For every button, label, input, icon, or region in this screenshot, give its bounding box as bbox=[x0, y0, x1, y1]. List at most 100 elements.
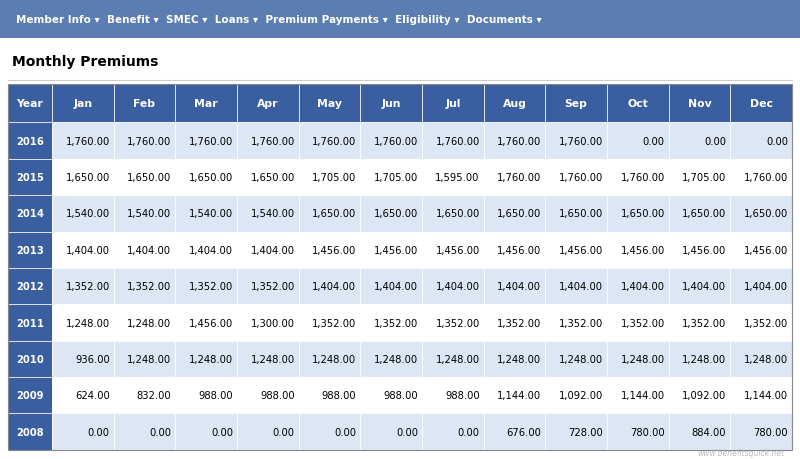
FancyBboxPatch shape bbox=[0, 39, 800, 459]
FancyBboxPatch shape bbox=[175, 341, 237, 377]
FancyBboxPatch shape bbox=[175, 85, 237, 123]
Text: 1,760.00: 1,760.00 bbox=[744, 173, 788, 183]
FancyBboxPatch shape bbox=[8, 123, 52, 160]
FancyBboxPatch shape bbox=[546, 232, 607, 269]
Text: 1,456.00: 1,456.00 bbox=[189, 318, 233, 328]
FancyBboxPatch shape bbox=[52, 160, 114, 196]
Text: 1,456.00: 1,456.00 bbox=[558, 245, 603, 255]
FancyBboxPatch shape bbox=[175, 377, 237, 414]
FancyBboxPatch shape bbox=[669, 341, 730, 377]
Text: 936.00: 936.00 bbox=[75, 354, 110, 364]
Text: 1,760.00: 1,760.00 bbox=[497, 173, 542, 183]
Text: 1,352.00: 1,352.00 bbox=[682, 318, 726, 328]
Text: 1,248.00: 1,248.00 bbox=[744, 354, 788, 364]
Text: 1,540.00: 1,540.00 bbox=[189, 209, 233, 219]
Text: 1,540.00: 1,540.00 bbox=[66, 209, 110, 219]
FancyBboxPatch shape bbox=[360, 196, 422, 232]
FancyBboxPatch shape bbox=[298, 85, 360, 123]
FancyBboxPatch shape bbox=[360, 123, 422, 160]
FancyBboxPatch shape bbox=[8, 269, 52, 305]
Text: 988.00: 988.00 bbox=[198, 391, 233, 400]
Text: 1,404.00: 1,404.00 bbox=[66, 245, 110, 255]
Text: 1,404.00: 1,404.00 bbox=[312, 281, 356, 291]
FancyBboxPatch shape bbox=[730, 85, 792, 123]
Text: 1,650.00: 1,650.00 bbox=[189, 173, 233, 183]
FancyBboxPatch shape bbox=[422, 160, 484, 196]
FancyBboxPatch shape bbox=[484, 377, 546, 414]
Text: 1,404.00: 1,404.00 bbox=[374, 281, 418, 291]
Text: 1,404.00: 1,404.00 bbox=[436, 281, 480, 291]
Text: 1,760.00: 1,760.00 bbox=[435, 136, 480, 146]
Text: 1,456.00: 1,456.00 bbox=[435, 245, 480, 255]
FancyBboxPatch shape bbox=[298, 123, 360, 160]
FancyBboxPatch shape bbox=[8, 305, 52, 341]
FancyBboxPatch shape bbox=[298, 414, 360, 450]
FancyBboxPatch shape bbox=[298, 160, 360, 196]
FancyBboxPatch shape bbox=[422, 414, 484, 450]
FancyBboxPatch shape bbox=[546, 123, 607, 160]
Text: 1,760.00: 1,760.00 bbox=[558, 173, 603, 183]
Text: Jan: Jan bbox=[74, 99, 92, 109]
Text: 1,404.00: 1,404.00 bbox=[189, 245, 233, 255]
Text: Nov: Nov bbox=[688, 99, 711, 109]
Text: 1,650.00: 1,650.00 bbox=[497, 209, 542, 219]
FancyBboxPatch shape bbox=[360, 85, 422, 123]
Text: 884.00: 884.00 bbox=[692, 427, 726, 437]
FancyBboxPatch shape bbox=[422, 341, 484, 377]
Text: Feb: Feb bbox=[134, 99, 155, 109]
FancyBboxPatch shape bbox=[669, 269, 730, 305]
Text: 1,352.00: 1,352.00 bbox=[127, 281, 171, 291]
FancyBboxPatch shape bbox=[730, 160, 792, 196]
FancyBboxPatch shape bbox=[484, 269, 546, 305]
FancyBboxPatch shape bbox=[360, 269, 422, 305]
Text: 1,456.00: 1,456.00 bbox=[682, 245, 726, 255]
Text: 0.00: 0.00 bbox=[396, 427, 418, 437]
FancyBboxPatch shape bbox=[730, 123, 792, 160]
Text: 1,540.00: 1,540.00 bbox=[127, 209, 171, 219]
Text: 1,705.00: 1,705.00 bbox=[374, 173, 418, 183]
Text: 1,650.00: 1,650.00 bbox=[558, 209, 603, 219]
FancyBboxPatch shape bbox=[298, 196, 360, 232]
FancyBboxPatch shape bbox=[360, 232, 422, 269]
FancyBboxPatch shape bbox=[52, 414, 114, 450]
Text: 1,650.00: 1,650.00 bbox=[312, 209, 356, 219]
Text: 2015: 2015 bbox=[16, 173, 44, 183]
FancyBboxPatch shape bbox=[422, 377, 484, 414]
Text: 0.00: 0.00 bbox=[273, 427, 294, 437]
FancyBboxPatch shape bbox=[298, 269, 360, 305]
FancyBboxPatch shape bbox=[730, 414, 792, 450]
FancyBboxPatch shape bbox=[8, 414, 52, 450]
FancyBboxPatch shape bbox=[484, 341, 546, 377]
Text: 1,248.00: 1,248.00 bbox=[435, 354, 480, 364]
Text: Year: Year bbox=[17, 99, 43, 109]
Text: 0.00: 0.00 bbox=[704, 136, 726, 146]
Text: 1,352.00: 1,352.00 bbox=[189, 281, 233, 291]
Text: 988.00: 988.00 bbox=[260, 391, 294, 400]
FancyBboxPatch shape bbox=[669, 196, 730, 232]
FancyBboxPatch shape bbox=[298, 377, 360, 414]
FancyBboxPatch shape bbox=[8, 232, 52, 269]
Text: Jun: Jun bbox=[382, 99, 401, 109]
FancyBboxPatch shape bbox=[298, 341, 360, 377]
Text: 988.00: 988.00 bbox=[383, 391, 418, 400]
FancyBboxPatch shape bbox=[298, 305, 360, 341]
FancyBboxPatch shape bbox=[175, 160, 237, 196]
Text: 1,248.00: 1,248.00 bbox=[559, 354, 603, 364]
FancyBboxPatch shape bbox=[237, 123, 298, 160]
FancyBboxPatch shape bbox=[546, 341, 607, 377]
FancyBboxPatch shape bbox=[52, 196, 114, 232]
Text: 1,760.00: 1,760.00 bbox=[621, 173, 665, 183]
Text: 1,705.00: 1,705.00 bbox=[682, 173, 726, 183]
Text: 1,456.00: 1,456.00 bbox=[621, 245, 665, 255]
FancyBboxPatch shape bbox=[607, 123, 669, 160]
Text: Apr: Apr bbox=[257, 99, 278, 109]
Text: 988.00: 988.00 bbox=[322, 391, 356, 400]
Text: 1,248.00: 1,248.00 bbox=[127, 354, 171, 364]
Text: May: May bbox=[317, 99, 342, 109]
FancyBboxPatch shape bbox=[114, 377, 175, 414]
FancyBboxPatch shape bbox=[114, 196, 175, 232]
FancyBboxPatch shape bbox=[237, 377, 298, 414]
FancyBboxPatch shape bbox=[730, 196, 792, 232]
Text: 1,352.00: 1,352.00 bbox=[558, 318, 603, 328]
Text: 1,760.00: 1,760.00 bbox=[374, 136, 418, 146]
